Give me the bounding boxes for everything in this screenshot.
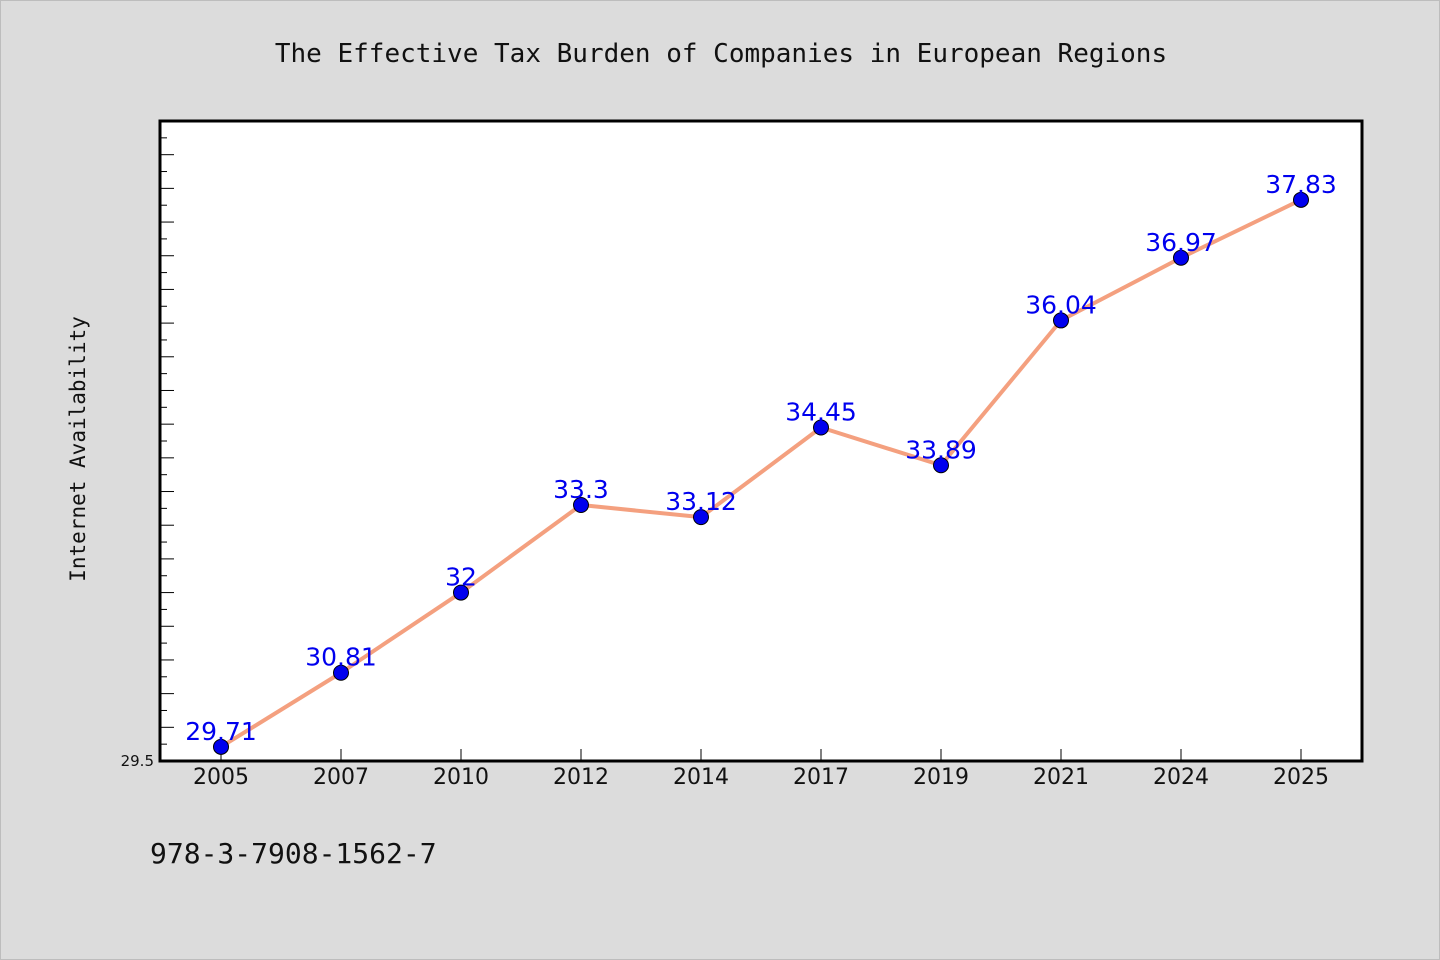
data-point	[813, 419, 829, 436]
data-point	[693, 509, 709, 526]
y-tick-label: 29.5	[121, 752, 154, 770]
data-point	[1293, 191, 1309, 208]
series-group: 29.71 30.81 32 33.3 33.12 34.45 33.89 36.04 36.9…	[185, 170, 1337, 755]
x-tick-label: 2024	[1153, 765, 1209, 790]
x-tick-label: 2021	[1033, 765, 1089, 790]
x-tick-label: 2007	[313, 765, 369, 790]
data-label: 34.45	[785, 398, 857, 427]
series-line	[219, 197, 1303, 749]
data-label: 29.71	[185, 717, 257, 746]
data-point	[573, 497, 589, 513]
data-label: 36.97	[1145, 228, 1217, 257]
plot-area	[158, 119, 1364, 763]
data-point	[453, 584, 469, 601]
x-tick-label: 2025	[1273, 765, 1329, 790]
isbn-footer: 978-3-7908-1562-7	[150, 837, 437, 870]
data-point	[1173, 249, 1189, 266]
chart-title: The Effective Tax Burden of Companies in…	[275, 39, 1167, 69]
data-point	[933, 457, 949, 474]
y-axis-label: Internet Availability	[66, 316, 90, 582]
data-label: 33.12	[665, 487, 737, 516]
x-axis-ticks: 2005 2007 2010 2012 2014 2017 2019 2021 2024 2025	[193, 749, 1329, 790]
data-label: 36.04	[1025, 290, 1097, 319]
data-label: 33.3	[553, 475, 609, 504]
x-tick-label: 2017	[793, 765, 849, 790]
data-label: 37.83	[1265, 170, 1337, 199]
x-tick-label: 2019	[913, 765, 969, 790]
x-tick-label: 2012	[553, 765, 609, 790]
data-point	[1053, 312, 1069, 329]
x-tick-label: 2005	[193, 765, 249, 790]
data-label: 30.81	[305, 643, 377, 672]
data-point	[333, 664, 349, 681]
data-label: 33.89	[905, 435, 977, 464]
data-label: 32	[445, 563, 477, 592]
x-tick-label: 2010	[433, 765, 489, 790]
data-point	[213, 738, 229, 755]
y-axis-ticks: 29.5	[121, 137, 174, 770]
x-tick-label: 2014	[673, 765, 729, 790]
